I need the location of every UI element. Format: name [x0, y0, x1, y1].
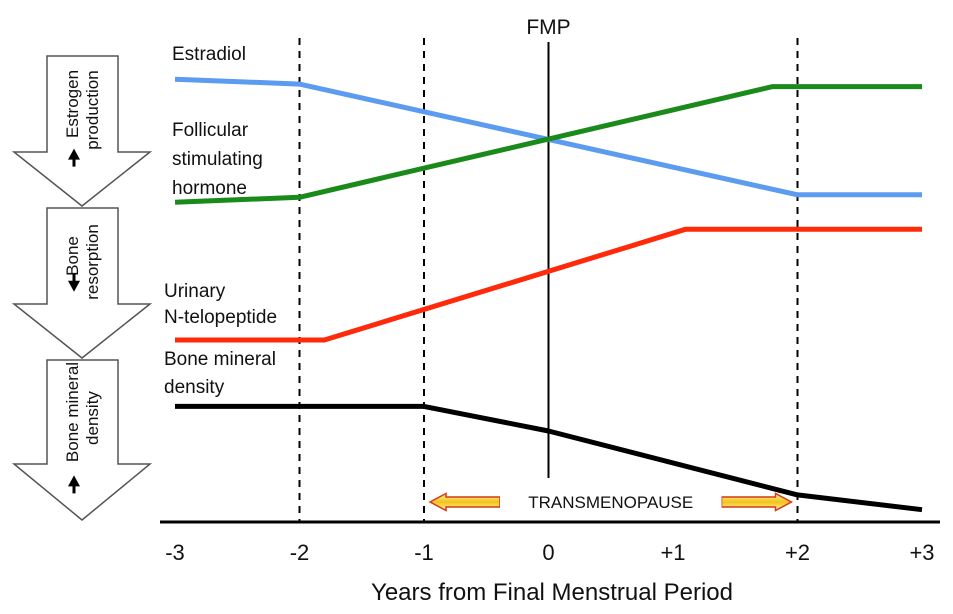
fsh-line: [174, 84, 922, 205]
transmenopause-label-bg: [500, 490, 722, 514]
bone-resorption-direction-icon: [68, 280, 80, 292]
bmd-label-line: density: [164, 377, 225, 398]
x-tick-label: +2: [785, 540, 810, 565]
bone-resorption-label-line: resorption: [83, 224, 102, 300]
bmd-label-line: Bone mineral: [164, 349, 276, 370]
transmenopause-right-arrow: [720, 492, 794, 512]
bone-resorption-text: Bone resorption: [63, 224, 102, 300]
reference-lines: [298, 38, 799, 522]
estrogen-production-arrow-shape: [11, 55, 153, 207]
series-lines: [174, 76, 923, 513]
ntx-line: [175, 226, 922, 343]
bone-mineral-density-text: Bone mineral density: [63, 362, 102, 494]
bone-resorption-label-line: Bone: [63, 236, 82, 276]
fsh-label-line: hormone: [172, 178, 247, 199]
transmenopause-annotation: TRANSMENOPAUSE: [428, 490, 794, 514]
x-tick-label: -1: [414, 540, 434, 565]
x-tick-label: +3: [909, 540, 934, 565]
x-tick-label: 0: [542, 540, 554, 565]
x-tick-label: -2: [290, 540, 310, 565]
fsh-label-line: stimulating: [172, 149, 263, 170]
estrogen-production-label-line: production: [83, 70, 102, 149]
bone-resorption-arrow-shape: [11, 207, 153, 359]
estrogen-production-text: Estrogen production: [63, 70, 102, 167]
ntx-label-line: N-telopeptide: [164, 307, 277, 328]
bmd-line: [175, 403, 923, 513]
ntx-label-line: Urinary: [164, 281, 226, 302]
fmp-label: FMP: [526, 16, 570, 39]
transmenopause-left-arrow: [428, 492, 501, 512]
bone-mineral-density-direction-icon: [68, 475, 80, 487]
series-labels: Estradiol Follicular stimulating hormone Uri…: [164, 44, 277, 398]
bone-mineral-density-arrow-shape: [11, 359, 153, 521]
bone-mineral-density-label-line: density: [83, 391, 102, 445]
estrogen-production-label-line: Estrogen: [63, 70, 82, 138]
transmenopause-label: TRANSMENOPAUSE: [528, 493, 693, 512]
x-tick-label: -3: [165, 540, 185, 565]
estrogen-production-direction-icon: [68, 148, 80, 160]
side-arrows: Estrogen production Bone resorption Bone min…: [11, 55, 153, 521]
bone-mineral-density-label-line: Bone mineral: [63, 362, 82, 462]
x-axis-title: Years from Final Menstrual Period: [371, 579, 733, 606]
x-tick-labels: -3 -2 -1 0 +1 +2 +3: [165, 540, 934, 565]
estradiol-label-line: Estradiol: [172, 44, 246, 65]
x-tick-label: +1: [660, 540, 685, 565]
fsh-label-line: Follicular: [172, 120, 249, 141]
